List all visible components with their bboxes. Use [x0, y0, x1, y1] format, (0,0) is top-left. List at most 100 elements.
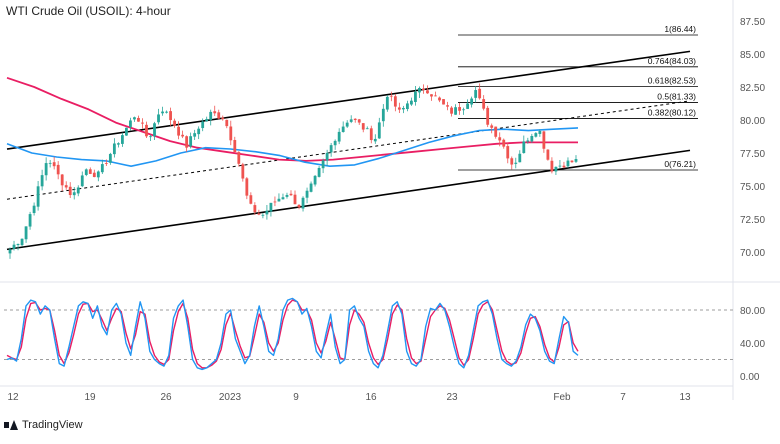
candle-body — [12, 244, 16, 249]
candle-body — [349, 119, 353, 122]
candle-body — [221, 117, 225, 120]
candle-body — [28, 214, 32, 227]
candle-body — [213, 111, 217, 114]
candle-body — [381, 108, 385, 122]
time-tick-label: 26 — [160, 392, 172, 403]
candle-body — [205, 118, 209, 122]
candle-body — [466, 103, 470, 109]
candle-body — [104, 163, 108, 164]
candle-body — [181, 134, 185, 137]
candle-body — [257, 213, 261, 215]
candle-body — [92, 172, 96, 178]
candle-body — [24, 226, 28, 240]
fib-level-label: 0.618(82.53) — [648, 76, 696, 86]
tradingview-brand-label: TradingView — [22, 419, 83, 431]
candle-body — [185, 136, 189, 148]
candle-body — [345, 122, 349, 127]
candle-body — [100, 164, 104, 173]
candle-body — [426, 90, 429, 94]
candle-body — [554, 166, 558, 172]
chart-title: WTI Crude Oil (USOIL): 4-hour — [6, 4, 171, 18]
candle-body — [361, 123, 365, 130]
candle-body — [229, 126, 233, 141]
candle-body — [233, 140, 237, 153]
candle-body — [36, 186, 40, 207]
candle-body — [542, 131, 546, 149]
candle-body — [72, 192, 76, 196]
candle-body — [40, 175, 44, 187]
candle-body — [377, 122, 381, 139]
candle-body — [305, 190, 309, 198]
candle-body — [52, 162, 56, 167]
candle-body — [514, 162, 518, 164]
oscillator-tick-label: 40.00 — [740, 339, 765, 350]
channel-lower-line — [6, 149, 691, 251]
candle-body — [96, 171, 100, 178]
time-tick-label: 9 — [293, 392, 299, 403]
candle-body — [526, 140, 530, 142]
candle-body — [64, 185, 68, 188]
candle-body — [329, 145, 333, 153]
candle-body — [84, 169, 88, 175]
candle-body — [281, 197, 285, 200]
oscillator-tick-label: 80.00 — [740, 306, 765, 317]
candle-body — [293, 194, 297, 205]
channel-midline — [6, 100, 691, 200]
price-tick-label: 80.00 — [740, 116, 765, 127]
candle-body — [173, 120, 176, 126]
candle-body — [209, 111, 213, 120]
tradingview-branding[interactable]: TradingView — [4, 419, 83, 431]
candle-body — [165, 111, 168, 113]
candle-body — [273, 201, 277, 203]
fib-level-label: 0(76.21) — [664, 159, 696, 169]
candle-body — [193, 133, 197, 137]
candle-body — [237, 152, 241, 164]
candle-body — [510, 158, 514, 165]
candle-body — [76, 187, 80, 194]
candle-body — [369, 128, 373, 141]
candle-body — [68, 186, 72, 196]
candle-body — [8, 249, 12, 254]
candle-body — [325, 152, 329, 161]
candle-body — [145, 124, 148, 137]
candle-body — [177, 126, 181, 136]
candle-body — [478, 88, 482, 99]
candle-body — [56, 164, 60, 175]
candle-body — [265, 210, 269, 215]
candle-body — [297, 204, 301, 208]
candle-body — [133, 117, 136, 120]
time-tick-label: 2023 — [219, 392, 242, 403]
candle-body — [32, 205, 36, 214]
candle-body — [333, 140, 337, 146]
candle-body — [474, 90, 478, 98]
time-tick-label: 7 — [620, 392, 626, 403]
candle-body — [438, 97, 441, 101]
candle-body — [217, 112, 221, 119]
candle-body — [60, 174, 64, 186]
candle-body — [405, 103, 409, 110]
candle-body — [389, 95, 393, 97]
candle-body — [153, 123, 156, 137]
time-tick-label: Feb — [553, 392, 571, 403]
candle-body — [357, 119, 361, 123]
candle-body — [410, 100, 413, 105]
candle-body — [506, 146, 510, 159]
candle-body — [385, 96, 389, 110]
candle-body — [486, 107, 490, 125]
candle-body — [522, 141, 526, 154]
candle-body — [454, 107, 457, 115]
candle-body — [249, 195, 253, 204]
candle-body — [353, 118, 357, 121]
candle-body — [530, 135, 534, 142]
candle-body — [538, 131, 542, 134]
candle-body — [309, 183, 313, 192]
price-tick-label: 77.50 — [740, 149, 765, 160]
candle-body — [490, 125, 494, 128]
candle-body — [116, 143, 120, 145]
fib-level-label: 0.382(80.12) — [648, 107, 696, 117]
candle-body — [161, 111, 164, 114]
candle-body — [321, 160, 325, 169]
time-tick-label: 19 — [84, 392, 96, 403]
